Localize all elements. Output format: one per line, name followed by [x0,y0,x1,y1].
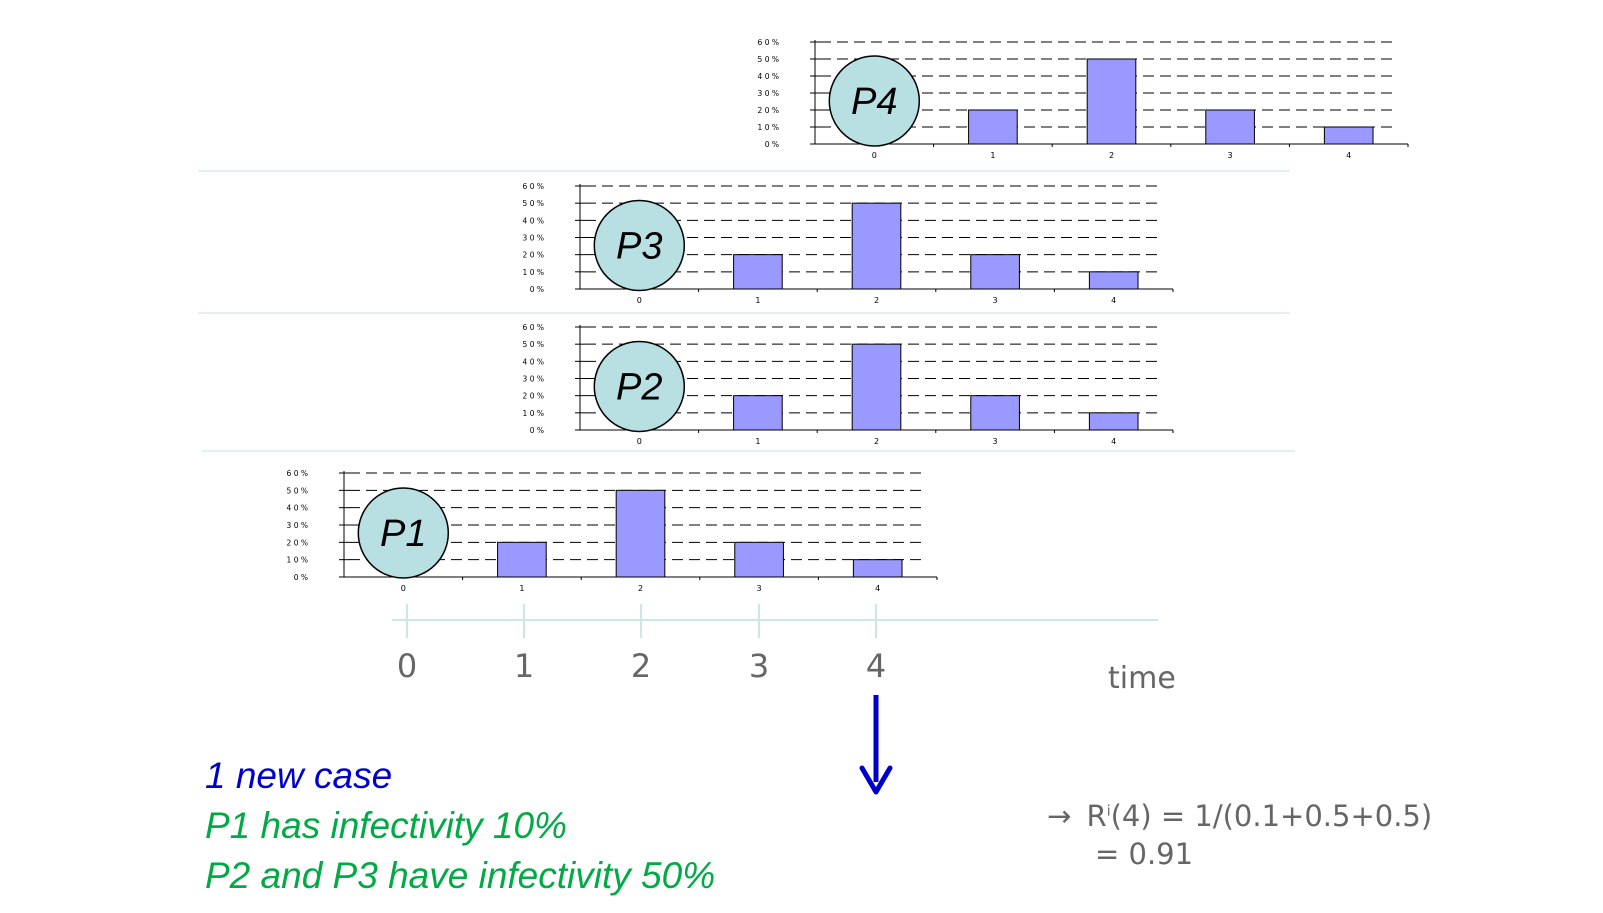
x-tick-label: 2 [1109,151,1114,160]
y-tick-label: 0 % [530,426,544,435]
x-tick-label: 1 [755,296,760,305]
y-tick-label: 4 0 % [758,72,779,81]
x-tick-label: 0 [637,296,642,305]
down-arrow-icon [859,695,893,795]
caption-p2-p3-infectivity: P2 and P3 have infectivity 50% [205,855,716,896]
bar [970,395,1020,431]
formula-superscript: i [1106,803,1111,820]
x-tick-label: 0 [401,584,406,593]
y-tick-label: 3 0 % [758,89,779,98]
person-label: P3 [616,226,662,268]
bar [1205,109,1255,145]
x-tick-label: 1 [755,437,760,446]
bar [615,489,666,578]
y-tick-label: 3 0 % [287,521,308,530]
y-tick-label: 2 0 % [523,392,544,401]
x-tick-label: 1 [990,151,995,160]
y-tick-label: 3 0 % [523,375,544,384]
timeline-tick-label: 1 [514,647,534,685]
x-tick-label: 2 [874,437,879,446]
bar [970,254,1020,290]
x-tick-label: 3 [1228,151,1233,160]
y-tick-label: 1 0 % [523,268,544,277]
y-tick-label: 6 0 % [523,182,544,191]
x-tick-label: 2 [874,296,879,305]
x-tick-label: 2 [638,584,643,593]
x-tick-label: 3 [757,584,762,593]
person-circle [593,340,686,433]
bar-chart-p1: 6 0 % 5 0 % 4 0 % 3 0 % 2 0 % 1 0 % 0 % 0 1 2 3 4 P1 [287,469,938,593]
x-tick-label: 0 [872,151,877,160]
y-tick-label: 0 % [765,140,779,149]
bar [1088,271,1139,290]
x-tick-label: 4 [1346,151,1351,160]
x-tick-label: 0 [637,437,642,446]
y-tick-label: 0 % [294,573,308,582]
y-tick-label: 6 0 % [287,469,308,478]
x-tick-label: 4 [1111,296,1116,305]
caption-new-case: 1 new case [205,755,393,796]
bar [1088,412,1139,431]
y-tick-label: 2 0 % [287,538,308,547]
person-label: P1 [380,513,426,555]
person-label: P2 [616,367,662,409]
caption-p1-infectivity: P1 has infectivity 10% [205,805,567,846]
bar-chart-p2: 6 0 % 5 0 % 4 0 % 3 0 % 2 0 % 1 0 % 0 % 0 1 2 3 4 P2 [523,323,1174,446]
bar [851,202,902,290]
person-label: P4 [851,81,897,123]
y-tick-label: 3 0 % [523,234,544,243]
bar [733,254,783,290]
timeline-axis-label: time [1108,661,1176,696]
bar-chart-p4: 6 0 % 5 0 % 4 0 % 3 0 % 2 0 % 1 0 % 0 % 0 1 2 3 4 P4 [758,38,1409,160]
y-tick-label: 2 0 % [758,106,779,115]
y-tick-label: 5 0 % [523,340,544,349]
y-tick-label: 4 0 % [523,357,544,366]
x-tick-label: 3 [993,296,998,305]
bar [968,109,1018,145]
timeline: time 0 1 2 3 4 [392,604,1176,696]
bar [851,343,902,431]
bar [497,541,547,578]
timeline-tick-label: 3 [749,647,769,685]
y-tick-label: 5 0 % [287,486,308,495]
person-circle [593,199,686,292]
y-tick-label: 0 % [530,285,544,294]
y-tick-label: 4 0 % [287,504,308,513]
bar [1086,58,1137,145]
bar [1323,126,1374,145]
y-tick-label: 4 0 % [523,216,544,225]
implies-arrow-icon: → [1047,799,1072,833]
y-tick-label: 1 0 % [287,556,308,565]
formula-expression: (4) = 1/(0.1+0.5+0.5) [1110,799,1433,833]
bar [734,541,784,578]
timeline-tick-label: 4 [866,647,886,685]
y-tick-label: 2 0 % [523,251,544,260]
y-tick-label: 5 0 % [758,55,779,64]
timeline-tick-label: 0 [397,647,417,685]
charts-layer: 6 0 % 5 0 % 4 0 % 3 0 % 2 0 % 1 0 % 0 % 0 1 2 3 4 P4… [287,38,1409,593]
y-tick-label: 6 0 % [523,323,544,332]
y-tick-label: 6 0 % [758,38,779,47]
person-circle [357,487,450,579]
formula-line-1: → Ri(4) = 1/(0.1+0.5+0.5) [1047,802,1432,831]
y-tick-label: 5 0 % [523,199,544,208]
x-tick-label: 3 [993,437,998,446]
x-tick-label: 1 [519,584,524,593]
x-tick-label: 4 [1111,437,1116,446]
formula-r: R [1086,799,1107,833]
y-tick-label: 1 0 % [758,123,779,132]
timeline-tick-label: 2 [631,647,651,685]
bar-chart-p3: 6 0 % 5 0 % 4 0 % 3 0 % 2 0 % 1 0 % 0 % 0 1 2 3 4 P3 [523,182,1174,305]
x-tick-label: 4 [875,584,880,593]
bar [852,559,903,578]
y-tick-label: 1 0 % [523,409,544,418]
person-circle [828,55,921,147]
bar [733,395,783,431]
formula-line-2: = 0.91 [1095,837,1194,871]
